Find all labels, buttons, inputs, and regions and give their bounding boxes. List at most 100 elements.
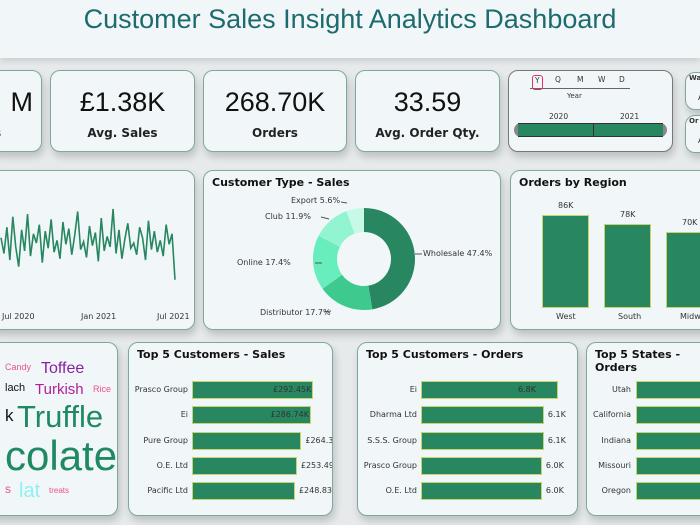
- kpi-label: Avg. Sales: [87, 126, 158, 140]
- kpi-card-sales[interactable]: M s: [0, 70, 42, 152]
- top5-customers-orders-card[interactable]: Top 5 Customers - Orders Ei 6.8K Dharma Lt…: [357, 342, 578, 516]
- title-bar: Customer Sales Insight Analytics Dashboa…: [0, 0, 700, 58]
- kpi-value: 33.59: [393, 87, 462, 117]
- bar[interactable]: [636, 431, 700, 450]
- x-tick: Jan 2021: [81, 312, 117, 321]
- level-option-y[interactable]: Y: [532, 75, 543, 90]
- bar[interactable]: [636, 406, 700, 425]
- chart-title: Orders by Region: [519, 176, 627, 189]
- bar[interactable]: [192, 456, 297, 475]
- slice-distributor[interactable]: [322, 274, 373, 310]
- bar-south[interactable]: [604, 223, 651, 308]
- bar[interactable]: [636, 456, 700, 475]
- level-option-w[interactable]: W: [598, 75, 606, 84]
- date-slicer[interactable]: Y Q M W D Year 2020 2021: [508, 70, 673, 152]
- category-label: Ei: [180, 410, 188, 420]
- x-tick: South: [618, 312, 642, 321]
- x-tick: Midwest: [680, 312, 700, 321]
- customer-type-donut: [313, 201, 422, 313]
- data-label: £292.45K: [273, 385, 312, 394]
- bar[interactable]: [636, 482, 700, 501]
- x-tick: Jul 2020: [2, 312, 35, 321]
- kpi-card-orders[interactable]: 268.70K Orders: [203, 70, 347, 152]
- word-truffle[interactable]: Truffle: [17, 399, 104, 434]
- category-label: Prasco Group: [134, 385, 188, 394]
- data-label: 70K: [682, 218, 698, 228]
- word-lach[interactable]: lach: [5, 382, 26, 394]
- slicer-value[interactable]: A: [698, 93, 700, 102]
- level-option-m[interactable]: M: [577, 75, 584, 84]
- sales-trend-card[interactable]: Jul 2020 Jan 2021 Jul 2021: [0, 170, 195, 330]
- customer-type-card[interactable]: Customer Type - Sales Wholesale 47.4% Di…: [203, 170, 501, 330]
- category-label: Pure Group: [143, 435, 188, 445]
- slice-online[interactable]: [313, 235, 343, 289]
- slicer-card-2[interactable]: Or A: [685, 115, 700, 153]
- sales-line: [0, 208, 176, 280]
- category-label: Indiana: [601, 435, 631, 445]
- level-option-d[interactable]: D: [619, 75, 625, 84]
- data-label: 6.1K: [547, 410, 566, 420]
- word-k[interactable]: k: [5, 406, 14, 425]
- kpi-value: £1.38K: [79, 87, 166, 117]
- kpi-card-avg-order-qty[interactable]: 33.59 Avg. Order Qty.: [355, 70, 500, 152]
- word-toffee[interactable]: Toffee: [41, 360, 85, 377]
- word-colate[interactable]: colate: [5, 432, 118, 479]
- category-label: Dharma Ltd: [369, 410, 417, 420]
- data-label: 86K: [558, 201, 574, 211]
- slicer-value[interactable]: A: [698, 136, 700, 145]
- bar[interactable]: [192, 381, 313, 399]
- year-label-end: 2021: [620, 112, 640, 121]
- year-label-start: 2020: [549, 112, 569, 121]
- slice-label-export: Export 5.6%: [291, 196, 341, 205]
- kpi-card-avg-sales[interactable]: £1.38K Avg. Sales: [50, 70, 195, 152]
- category-label: Prasco Group: [363, 460, 417, 470]
- leader-line: [323, 310, 332, 313]
- slicer-title: Or: [689, 117, 699, 125]
- kpi-label: s: [0, 126, 41, 140]
- word-s[interactable]: s: [5, 482, 11, 496]
- bar[interactable]: [421, 482, 542, 501]
- top5-states-orders-card[interactable]: Top 5 States - Orders Utah California Indi…: [586, 342, 700, 516]
- slice-export[interactable]: [346, 208, 364, 234]
- kpi-value: M: [10, 87, 34, 117]
- top5-customers-sales-card[interactable]: Top 5 Customers - Sales Prasco Group £292…: [128, 342, 333, 516]
- bar[interactable]: [421, 406, 544, 425]
- data-label: 6.1K: [547, 435, 566, 445]
- word-turkish[interactable]: Turkish: [35, 381, 84, 398]
- page-title: Customer Sales Insight Analytics Dashboa…: [83, 4, 617, 34]
- leader-line: [320, 216, 330, 220]
- category-label: O.E. Ltd: [385, 486, 417, 496]
- data-label: 6.0K: [545, 486, 564, 496]
- range-slider-track[interactable]: [514, 123, 667, 137]
- data-label: 6.8K: [518, 385, 536, 394]
- slice-label-online: Online 17.4%: [237, 258, 291, 267]
- category-label: O.E. Ltd: [156, 460, 188, 470]
- slice-wholesale[interactable]: [364, 208, 416, 310]
- bar-west[interactable]: [542, 215, 589, 308]
- word-candy[interactable]: Candy: [5, 362, 32, 372]
- word-treats[interactable]: treats: [49, 486, 70, 495]
- orders-by-region-card[interactable]: Orders by Region 86K West 78K South 70K Midwe…: [510, 170, 700, 330]
- level-label: Year: [567, 92, 582, 100]
- word-rice[interactable]: Rice: [93, 384, 112, 394]
- bar[interactable]: [636, 381, 700, 399]
- slicer-card-1[interactable]: Wa A: [685, 72, 700, 110]
- level-axis-line: [530, 88, 630, 89]
- category-label: Utah: [612, 385, 631, 394]
- bar[interactable]: [421, 431, 544, 450]
- chart-title: Top 5 Customers - Sales: [137, 348, 286, 361]
- data-label: 6.0K: [545, 460, 564, 470]
- word-lat[interactable]: lat: [19, 480, 41, 502]
- slice-club[interactable]: [318, 211, 355, 247]
- bar[interactable]: [192, 406, 311, 425]
- product-wordcloud-card[interactable]: Candy Toffee lach Turkish Truffle Rice colate l…: [0, 342, 118, 516]
- category-label: Oregon: [601, 486, 631, 496]
- bar[interactable]: [192, 431, 302, 450]
- bar[interactable]: [421, 456, 542, 475]
- bar[interactable]: [421, 381, 558, 399]
- kpi-value: 268.70K: [224, 87, 326, 117]
- bar[interactable]: [192, 482, 295, 501]
- level-option-q[interactable]: Q: [555, 75, 561, 84]
- bar-midwest[interactable]: [666, 232, 700, 308]
- category-label: Pacific Ltd: [147, 486, 188, 496]
